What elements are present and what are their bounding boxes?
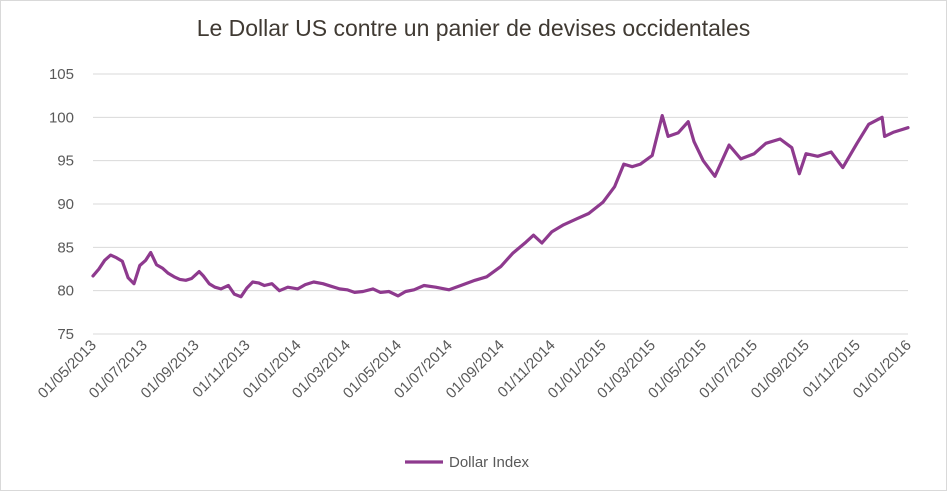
series-line-dollar-index — [91, 113, 910, 299]
y-tick-label: 85 — [57, 239, 74, 256]
legend-label: Dollar Index — [449, 454, 530, 471]
y-tick-label: 100 — [49, 109, 74, 126]
y-tick-label: 90 — [57, 196, 74, 213]
chart-title: Le Dollar US contre un panier de devises… — [196, 15, 751, 41]
y-tick-label: 105 — [49, 66, 74, 83]
y-tick-label: 80 — [57, 283, 74, 300]
y-tick-label: 95 — [57, 153, 74, 170]
y-tick-label: 75 — [57, 326, 74, 343]
